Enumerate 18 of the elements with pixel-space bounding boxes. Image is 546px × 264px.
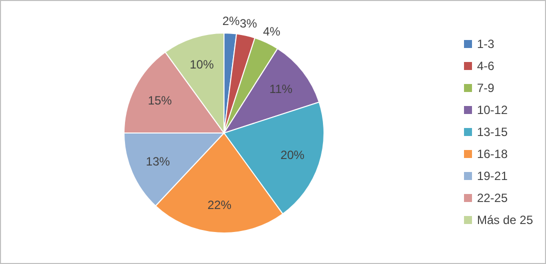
legend-label: 16-18 <box>476 147 508 161</box>
legend-label: 13-15 <box>476 125 508 139</box>
data-label: 4% <box>263 24 281 39</box>
legend-label: 10-12 <box>476 103 508 117</box>
data-label: 2% <box>222 14 240 28</box>
data-label: 13% <box>146 154 170 169</box>
data-label: 20% <box>280 148 305 162</box>
data-label: 10% <box>190 58 214 72</box>
legend-label: 1-3 <box>476 37 494 51</box>
data-label: 22% <box>207 198 232 212</box>
data-label: 15% <box>148 93 172 108</box>
data-label: 11% <box>269 82 293 96</box>
legend-label: 7-9 <box>476 81 494 95</box>
data-label: 3% <box>240 16 258 31</box>
legend-label: 19-21 <box>476 169 508 183</box>
legend-label: Más de 25 <box>476 213 533 227</box>
legend-label: 4-6 <box>476 59 494 73</box>
legend-label: 22-25 <box>476 191 508 205</box>
